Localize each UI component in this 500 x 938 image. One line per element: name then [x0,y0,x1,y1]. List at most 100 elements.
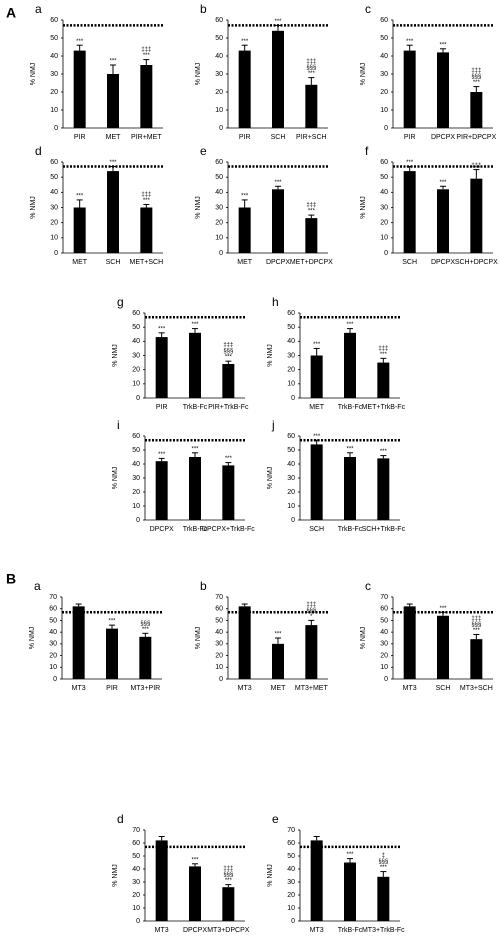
bar [140,207,153,253]
x-tick-label: MET [309,404,325,411]
y-tick-label: 30 [215,204,223,211]
significance-mark: §§§ [378,859,388,865]
bar [310,444,323,520]
y-tick-label: 10 [215,235,223,242]
y-tick-label: 60 [132,433,140,440]
y-tick-label: 20 [215,652,223,659]
section-label: B [6,571,16,587]
bar [222,364,235,398]
y-tick-label: 50 [49,617,57,624]
y-tick-label: 0 [291,517,295,524]
y-axis-label: % NMJ [360,627,367,650]
y-tick-label: 20 [215,220,223,227]
y-tick-label: 30 [287,352,295,359]
significance-mark: *** [191,857,199,863]
significance-mark: ‡‡‡ [306,203,316,209]
bar [310,355,323,398]
significance-mark: *** [380,865,388,871]
y-axis-label: % NMJ [195,627,202,650]
y-tick-label: 40 [132,461,140,468]
y-tick-label: 30 [50,204,58,211]
y-tick-label: 20 [287,367,295,374]
significance-mark: *** [274,632,282,638]
y-tick-label: 20 [380,89,388,96]
y-tick-label: 30 [380,71,388,78]
x-tick-label: SCH [402,259,417,266]
y-tick-label: 30 [49,641,57,648]
panel-label: i [117,418,120,432]
significance-mark: ‡‡‡ [141,192,151,198]
panel-label: f [365,144,369,158]
y-axis-label: % NMJ [112,467,119,490]
significance-mark: *** [473,80,481,86]
y-tick-label: 30 [215,641,223,648]
x-tick-label: SCH [106,259,121,266]
y-tick-label: 50 [380,174,388,181]
significance-mark: *** [225,878,233,884]
panel-label: c [365,579,371,593]
x-tick-label: DPCPX [431,259,455,266]
bar [107,74,119,128]
y-axis-label: % NMJ [112,864,119,887]
bar [238,606,251,679]
bar [222,465,235,520]
significance-mark: §§§ [223,872,233,878]
bar [189,457,201,520]
y-tick-label: 10 [49,664,57,671]
x-tick-label: MT3+PIR [130,685,160,692]
y-tick-label: 60 [49,606,57,613]
significance-mark: *** [406,39,414,45]
x-tick-label: PIR+MET [131,134,162,141]
y-tick-label: 0 [136,517,140,524]
x-tick-label: MT3+MET [295,685,329,692]
bar [139,636,152,679]
bar [272,643,284,679]
x-tick-label: MET+TrkB-Fc [362,404,406,411]
y-tick-label: 70 [49,594,57,601]
section-label: A [6,5,16,21]
y-axis-label: % NMJ [267,344,274,367]
y-tick-label: 0 [54,125,58,132]
x-tick-label: TrkB-Fc [183,404,208,411]
y-tick-label: 20 [380,220,388,227]
y-axis-label: % NMJ [195,63,202,86]
bar [305,218,318,253]
bar [155,461,168,520]
x-tick-label: DPCPX [150,526,174,533]
x-tick-label: PIR+DPCPX [456,134,496,141]
significance-mark: *** [313,434,321,440]
significance-mark: ‡‡‡ [223,343,233,349]
significance-mark: *** [346,322,354,328]
x-tick-label: MET+SCH [130,259,164,266]
significance-mark: ‡‡‡ [306,602,316,608]
y-tick-label: 10 [50,107,58,114]
bar [107,171,119,253]
bar [140,65,153,128]
y-tick-label: 0 [384,125,388,132]
x-tick-label: TrkB-Fc [338,526,363,533]
y-tick-label: 0 [219,250,223,257]
significance-mark: *** [143,198,151,204]
panel-label: b [200,2,207,16]
significance-mark: ‡‡‡ [378,346,388,352]
y-tick-label: 30 [380,641,388,648]
significance-mark: *** [158,326,166,332]
y-tick-label: 70 [215,594,223,601]
y-tick-label: 50 [50,174,58,181]
y-tick-label: 0 [219,676,223,683]
y-tick-label: 40 [215,53,223,60]
y-tick-label: 70 [380,594,388,601]
y-tick-label: 30 [50,71,58,78]
bar [272,30,284,128]
y-tick-label: 0 [136,918,140,925]
y-tick-label: 60 [50,159,58,166]
y-axis-label: % NMJ [29,627,36,650]
panel-label: d [117,812,124,826]
bar [73,50,86,128]
x-tick-label: MET [106,134,122,141]
x-tick-label: SCH [309,526,324,533]
y-axis-label: % NMJ [267,864,274,887]
significance-mark: *** [439,180,447,186]
significance-mark: ‡‡‡ [471,68,481,74]
